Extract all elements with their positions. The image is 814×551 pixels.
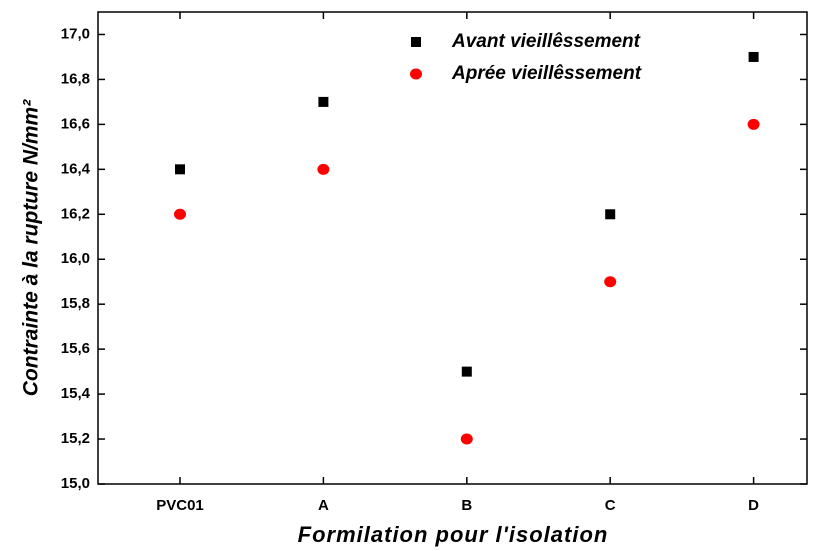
x-tick-label: PVC01 — [156, 497, 204, 514]
point — [748, 51, 759, 62]
x-tick-label: A — [318, 497, 329, 514]
y-tick-label: 16,0 — [61, 250, 90, 267]
point — [605, 209, 616, 220]
legend-marker — [411, 37, 421, 47]
legend-label: Aprée vieillêssement — [451, 63, 642, 84]
point — [460, 433, 473, 445]
point — [175, 164, 185, 175]
point — [604, 276, 617, 288]
y-tick-label: 15,6 — [61, 340, 90, 357]
plot-frame — [97, 11, 808, 485]
y-tick-label: 15,0 — [61, 475, 90, 492]
legend-label: Avant vieillêssement — [451, 31, 641, 52]
point — [747, 118, 760, 130]
x-axis-label: Formilation pour l'isolation — [298, 522, 609, 547]
y-tick-label: 17,0 — [61, 25, 90, 42]
y-tick-label: 15,4 — [61, 385, 91, 402]
y-tick-label: 16,6 — [61, 115, 90, 132]
y-tick-label: 15,8 — [61, 295, 90, 312]
point — [317, 163, 330, 175]
x-tick-label: B — [461, 497, 472, 514]
point — [461, 366, 472, 377]
point — [318, 96, 329, 107]
y-tick-label: 16,4 — [61, 160, 91, 177]
point — [174, 208, 186, 220]
x-tick-label: D — [748, 497, 759, 514]
y-tick-label: 16,8 — [61, 70, 90, 87]
y-tick-label: 16,2 — [61, 205, 90, 222]
y-tick-label: 15,2 — [61, 430, 90, 447]
x-tick-label: C — [605, 497, 616, 514]
y-axis-label: Contrainte à la rupture N/mm² — [20, 99, 43, 396]
legend-marker — [410, 68, 422, 80]
